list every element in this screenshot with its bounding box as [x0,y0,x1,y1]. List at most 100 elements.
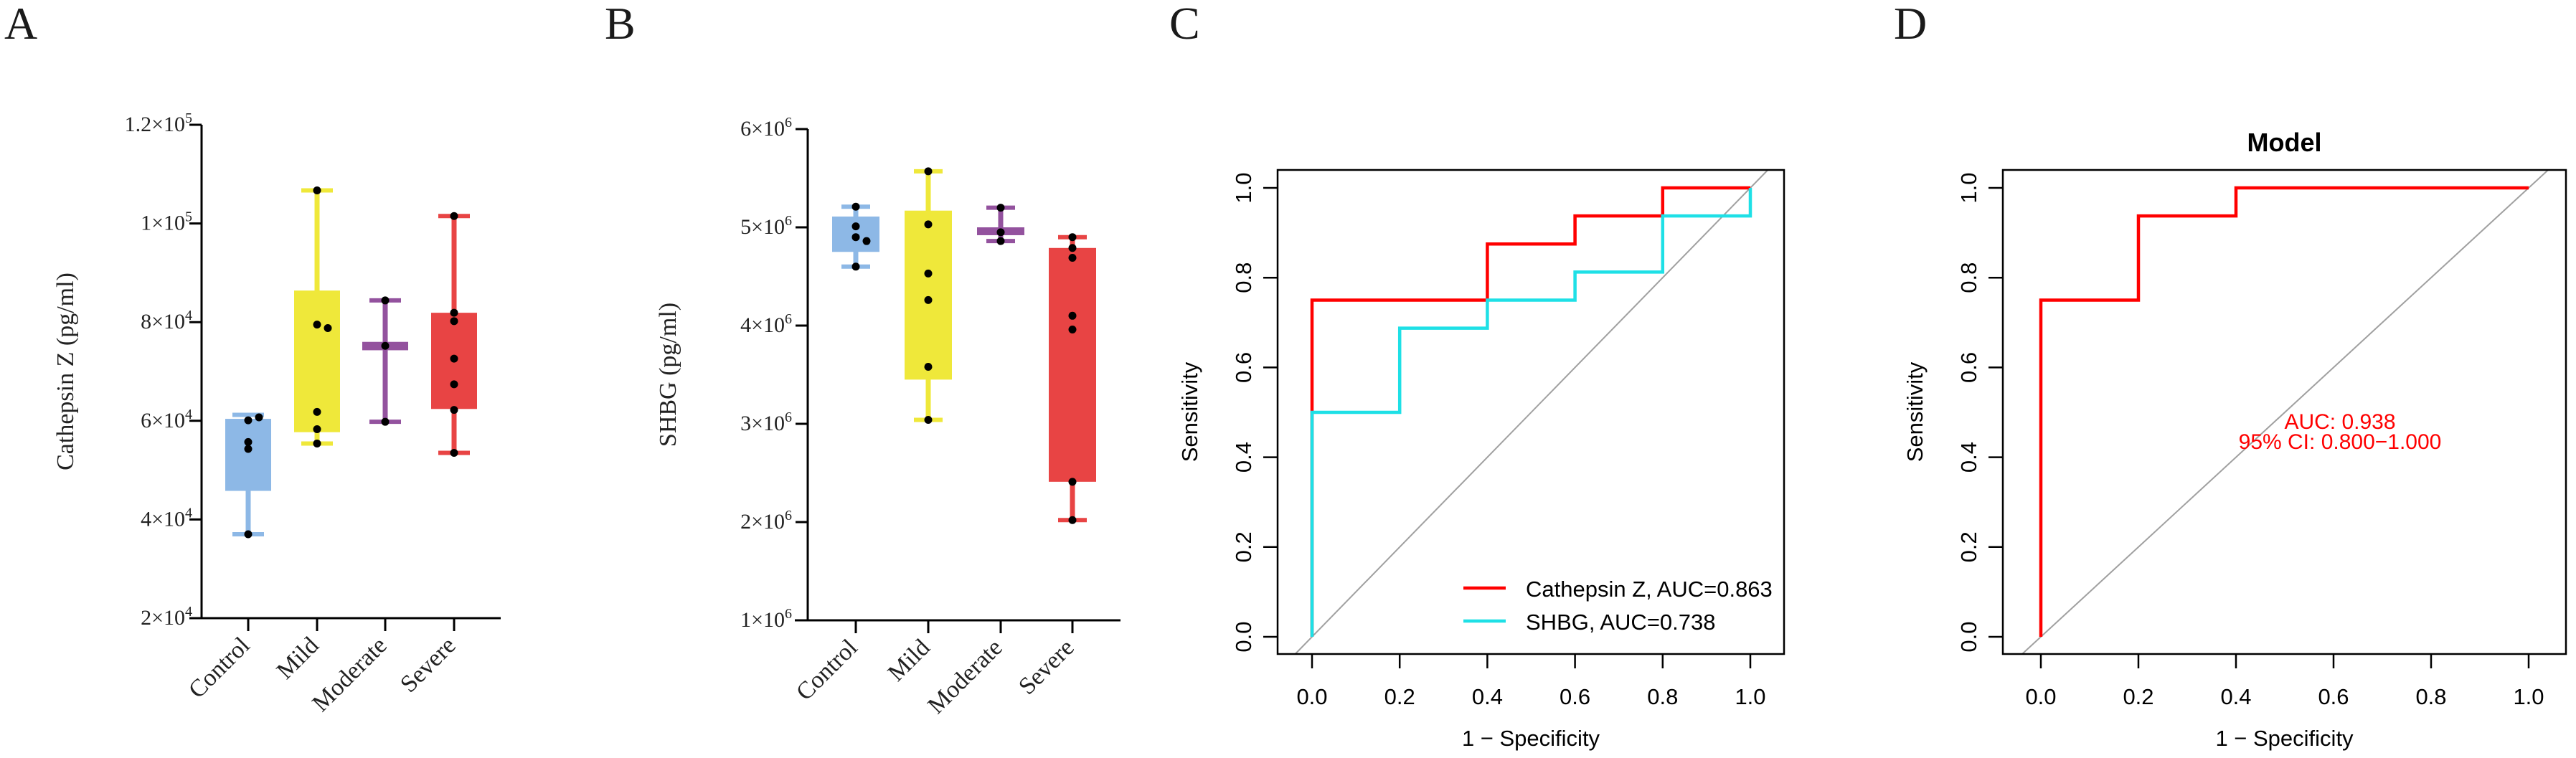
x-axis-label: 1 − Specificity [2215,726,2354,751]
x-tick-label: 0.8 [2415,684,2446,709]
y-tick-label: 0.4 [1956,442,1981,473]
data-point [381,417,390,426]
reference-diagonal-line [1294,169,1769,655]
reference-diagonal-line [2021,169,2549,655]
y-tick-label: 3×106 [740,409,792,435]
data-point [924,295,933,304]
roc-curve-secondary [1310,188,1752,637]
data-point [1068,244,1077,252]
data-point [313,186,321,195]
y-tick-label: 1.0 [1956,172,1981,203]
x-tick-label: Severe [1014,634,1080,700]
data-point [996,204,1005,212]
y-tick-label: 0.8 [1956,262,1981,293]
x-tick-label: 1.0 [1735,684,1765,709]
data-point [450,317,458,326]
data-point [851,202,860,211]
data-point [313,407,321,416]
data-point [244,416,253,425]
y-tick-label: 2×104 [141,604,192,630]
box-mild [905,167,952,425]
y-tick-label: 0.2 [1231,531,1256,562]
box-control [832,202,879,271]
x-tick-label: Severe [395,632,461,698]
data-point [1068,233,1077,242]
x-axis-label: 1 − Specificity [1462,726,1600,751]
y-tick-mantissa: 8×10 [141,310,185,333]
y-tick-exponent: 6 [785,409,792,425]
box-iqr [905,210,952,380]
data-point [924,416,933,425]
plot-frame [2001,169,2567,655]
y-tick-mantissa: 6×10 [141,409,185,432]
x-tick-label: 0.0 [2025,684,2056,709]
y-tick-label: 0.0 [1956,621,1981,652]
y-tick-exponent: 5 [185,110,192,126]
data-point [924,220,933,229]
x-tick-label: Mild [272,632,324,684]
legend: Cathepsin Z, AUC=0.863 SHBG, AUC=0.738 [1463,577,1773,635]
panel-label-a: A [4,0,37,49]
data-point [381,296,390,305]
y-tick-exponent: 5 [185,209,192,225]
y-tick-label: 1×105 [141,209,192,235]
panel-label-b: B [605,0,636,49]
roc-curve-primary [2039,186,2529,637]
y-tick-label: 0.0 [1231,621,1256,652]
y-tick-mantissa: 1×10 [740,608,785,632]
box-moderate [977,204,1024,245]
box-severe [431,212,477,458]
data-point [851,222,860,231]
y-axis-label: Sensitivity [1902,361,1928,462]
box-iqr [1049,247,1096,482]
data-point [381,341,390,350]
x-tick-label: 0.2 [2123,684,2153,709]
x-tick-label: 0.2 [1384,684,1415,709]
data-point [996,237,1005,245]
legend-label: SHBG, AUC=0.738 [1526,610,1716,635]
box-moderate [362,296,408,426]
x-tick-label: 0.4 [2220,684,2251,709]
box-severe [1049,233,1096,524]
data-point [313,321,321,329]
y-tick-exponent: 4 [185,604,192,620]
y-tick-mantissa: 3×10 [740,412,785,435]
y-tick-label: 6×106 [740,115,792,141]
legend-label: Cathepsin Z, AUC=0.863 [1526,577,1773,602]
data-point [851,233,860,242]
x-tick-label: 0.8 [1647,684,1678,709]
data-point [924,363,933,371]
y-tick-label: 4×104 [141,505,192,531]
data-point [1068,325,1077,333]
data-point [996,228,1005,237]
data-point [313,425,321,433]
x-tick-label: Moderate [923,634,1007,719]
y-tick-label: 6×104 [141,407,192,432]
y-tick-exponent: 6 [785,213,792,229]
data-point [924,167,933,176]
y-tick-label: 0.8 [1231,262,1256,293]
data-point [1068,478,1077,486]
data-point [450,354,458,363]
y-tick-exponent: 6 [785,508,792,524]
data-point [255,413,263,422]
auc-annotation: AUC: 0.938 [2284,410,2395,434]
y-tick-label: 0.6 [1956,352,1981,383]
x-tick-label: 0.6 [2318,684,2349,709]
y-axis-label: Cathepsin Z (pg/ml) [52,273,79,470]
y-axis-label: SHBG (pg/ml) [655,303,681,447]
data-point [1068,253,1077,262]
panel-label-c: C [1169,0,1200,49]
data-point [450,449,458,458]
y-tick-exponent: 6 [785,311,792,327]
box-control [225,412,271,539]
box-iqr [225,419,271,491]
x-tick-label: Moderate [307,632,392,716]
y-tick-exponent: 4 [185,505,192,521]
y-tick-label: 2×106 [740,508,792,534]
data-point [450,406,458,414]
box-mild [294,186,340,447]
data-point [244,445,253,453]
x-tick-label: 1.0 [2513,684,2544,709]
